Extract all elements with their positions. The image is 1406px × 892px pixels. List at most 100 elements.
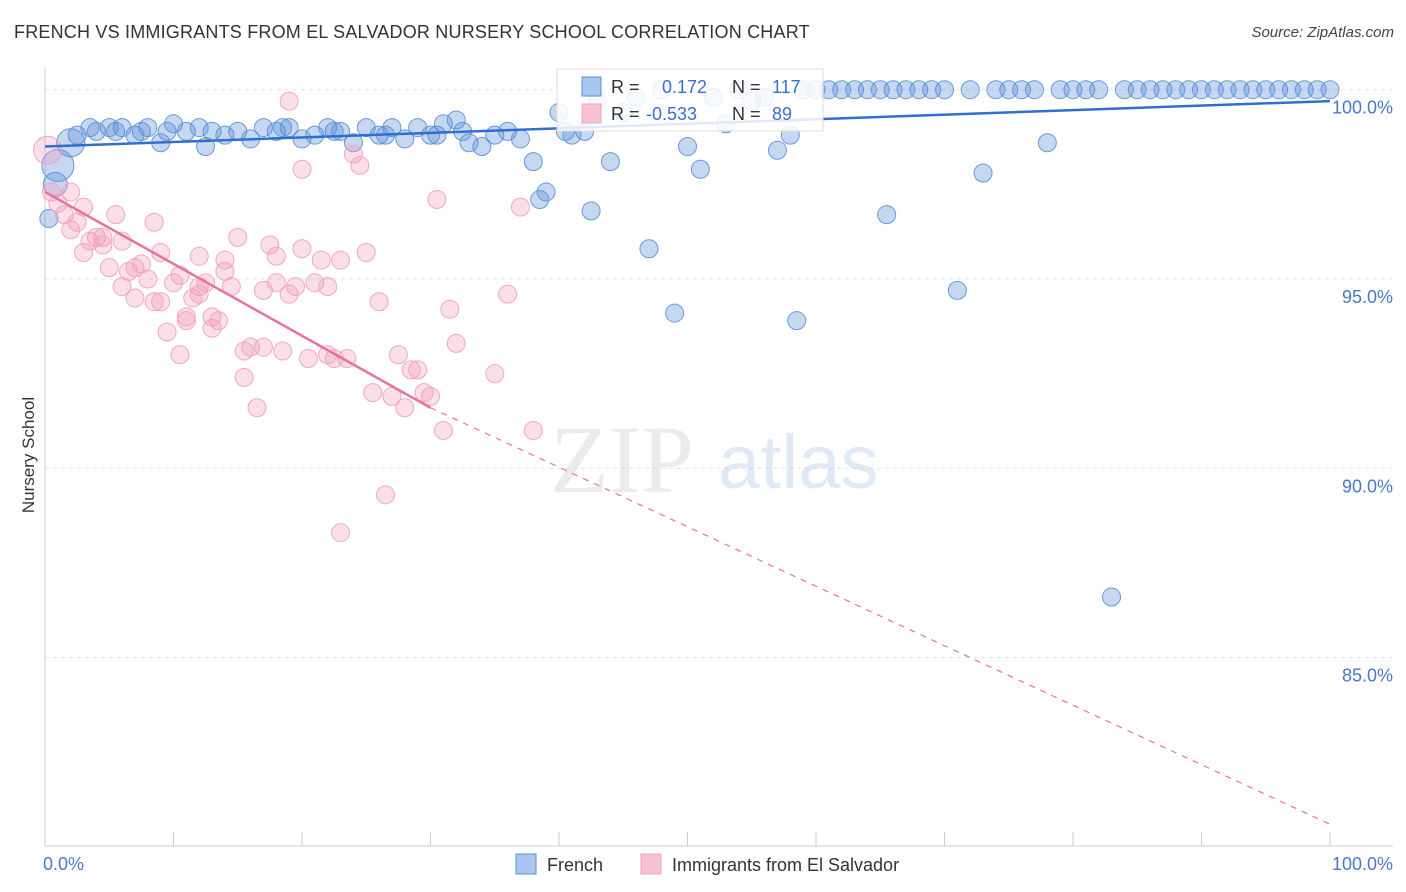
salvador-point: [350, 155, 370, 175]
y-tick-label: 95.0%: [1342, 287, 1393, 307]
stats-swatch-french: [581, 76, 602, 97]
salvador-point: [408, 360, 428, 380]
legend-label-salvador: Immigrants from El Salvador: [672, 855, 899, 875]
axes: 85.0% 90.0% 95.0% 100.0%: [44, 67, 1393, 847]
salvador-point: [292, 239, 312, 259]
french-point: [39, 208, 59, 228]
french-point: [510, 129, 530, 149]
salvador-point: [234, 367, 254, 387]
y-axis-title: Nursery School: [19, 397, 38, 513]
trend-line-salvador: [44, 190, 432, 409]
stats-box: R = 0.172 N = 117 R = -0.533 N = 89: [556, 68, 824, 132]
french-point: [189, 118, 209, 138]
salvador-point: [41, 182, 61, 202]
stats-swatch-salvador: [581, 103, 602, 124]
salvador-point: [189, 246, 209, 266]
salvador-point: [202, 318, 222, 338]
french-point: [639, 239, 659, 259]
salvador-point: [395, 398, 415, 418]
french-point: [266, 121, 286, 141]
salvador-point: [318, 277, 338, 297]
legend-swatch-french: [515, 853, 537, 875]
french-point: [112, 118, 132, 138]
salvador-point: [74, 243, 94, 263]
legend: French Immigrants from El Salvador: [515, 853, 899, 875]
salvador-point: [189, 277, 209, 297]
legend-swatch-salvador: [640, 853, 662, 875]
french-point: [138, 118, 158, 138]
grid-lines: [45, 89, 1393, 659]
salvador-point: [510, 197, 530, 217]
scatter-points: [33, 80, 1340, 607]
french-point: [253, 118, 273, 138]
salvador-point: [157, 322, 177, 342]
salvador-point: [93, 227, 113, 247]
salvador-point: [61, 182, 81, 202]
salvador-point: [234, 341, 254, 361]
salvador-point: [414, 383, 434, 403]
salvador-point: [266, 273, 286, 293]
salvador-point: [498, 284, 518, 304]
french-point: [665, 303, 685, 323]
french-point: [459, 133, 479, 153]
salvador-point: [440, 299, 460, 319]
salvador-point: [433, 420, 453, 440]
french-point: [131, 121, 151, 141]
salvador-point: [427, 190, 447, 210]
x-tick-label-min: 0.0%: [43, 854, 84, 874]
french-point: [343, 133, 363, 153]
french-point: [530, 190, 550, 210]
salvador-point: [125, 258, 145, 278]
french-point: [581, 201, 601, 221]
french-point: [427, 125, 447, 145]
salvador-point: [99, 258, 119, 278]
salvador-point: [523, 420, 543, 440]
salvador-point: [247, 398, 267, 418]
salvador-point: [189, 284, 209, 304]
french-point: [1089, 80, 1109, 100]
trend-line-salvador-extension: [430, 407, 1331, 825]
salvador-point: [164, 273, 183, 293]
salvador-point: [144, 212, 164, 232]
salvador-point: [298, 349, 318, 369]
french-point: [690, 159, 710, 179]
stats-r-label-salvador: R =: [611, 104, 640, 124]
salvador-point: [170, 265, 190, 285]
french-point: [273, 118, 293, 138]
salvador-point: [260, 235, 280, 255]
french-point: [935, 80, 954, 100]
french-point: [80, 118, 100, 138]
salvador-point: [208, 311, 228, 331]
salvador-point: [215, 261, 235, 281]
salvador-point: [421, 386, 440, 406]
salvador-point: [138, 269, 158, 289]
french-point: [106, 121, 126, 141]
salvador-point: [446, 333, 466, 353]
french-point: [678, 137, 697, 157]
french-point: [600, 152, 620, 172]
french-point: [787, 311, 807, 331]
salvador-point: [331, 250, 351, 270]
salvador-point: [266, 246, 286, 266]
watermark-zip: ZIP: [550, 406, 694, 513]
salvador-point: [61, 220, 81, 240]
french-point: [1037, 133, 1057, 153]
salvador-point: [144, 292, 164, 312]
salvador-point: [176, 311, 196, 331]
stats-r-value-salvador: -0.533: [646, 104, 697, 124]
salvador-point: [33, 135, 63, 165]
french-point: [279, 118, 299, 138]
y-tick-label: 85.0%: [1342, 666, 1393, 686]
french-point: [472, 137, 492, 157]
stats-n-value-salvador: 89: [772, 104, 792, 124]
salvador-point: [86, 227, 106, 247]
chart-title: FRENCH VS IMMIGRANTS FROM EL SALVADOR NU…: [14, 22, 810, 42]
salvador-point: [279, 284, 299, 304]
salvador-point: [376, 485, 396, 505]
salvador-point: [151, 292, 171, 312]
y-tick-label: 90.0%: [1342, 476, 1393, 496]
salvador-point: [93, 235, 113, 255]
french-point: [1320, 80, 1340, 100]
salvador-point: [228, 227, 248, 247]
